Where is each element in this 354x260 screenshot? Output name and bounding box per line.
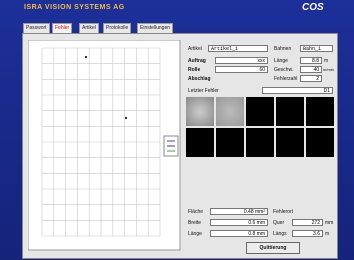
button[interactable]: Quittierung — [246, 242, 300, 254]
plot — [28, 40, 182, 252]
unit: mm — [325, 220, 333, 226]
defect-image[interactable] — [216, 97, 244, 126]
defect-image[interactable] — [306, 128, 334, 157]
defect-image[interactable] — [186, 128, 214, 157]
unit: m — [324, 58, 328, 64]
label: Fläche — [188, 209, 203, 215]
defect-point[interactable] — [85, 56, 87, 58]
label: Bahnen — [274, 46, 291, 52]
label: Geschw. — [274, 67, 293, 73]
defect-image[interactable] — [246, 128, 274, 157]
label: Rolle — [188, 67, 200, 73]
input[interactable]: 272 — [292, 219, 323, 226]
tab[interactable]: Passwort — [23, 23, 50, 33]
label: Längs — [273, 231, 287, 237]
input[interactable]: 40 — [300, 66, 322, 73]
label: Breite — [188, 220, 201, 226]
logo: COS — [302, 2, 324, 13]
defect-image[interactable] — [246, 97, 274, 126]
select[interactable]: Bahn_1 — [300, 45, 333, 52]
input[interactable]: 2 — [300, 75, 322, 82]
defect-image[interactable] — [216, 128, 244, 157]
input[interactable]: 0.6 mm — [210, 219, 268, 226]
label: Abschlag — [188, 76, 211, 82]
unit: m/min — [323, 67, 334, 72]
defect-image[interactable] — [186, 97, 214, 126]
input[interactable]: 8.8 — [300, 57, 322, 64]
screen: {"header":{"company":"ISRA VISION SYSTEM… — [0, 0, 354, 260]
plot-frame — [28, 40, 180, 250]
input[interactable]: 0.48 mm² — [210, 208, 268, 215]
label: Länge — [274, 58, 288, 64]
input[interactable]: 60 — [215, 66, 268, 73]
label: Fehlerzahl — [274, 76, 297, 82]
input[interactable]: D1 — [262, 87, 333, 94]
defect-point[interactable] — [125, 117, 127, 119]
tab[interactable]: Einstellungen — [137, 23, 173, 33]
label: Artikel — [188, 46, 202, 52]
defect-image[interactable] — [276, 128, 304, 157]
company-name: ISRA VISION SYSTEMS AG — [24, 4, 125, 11]
label: Fehlerort — [273, 209, 293, 215]
select[interactable]: Artikel_1 — [208, 45, 268, 52]
input[interactable]: 3.6 — [292, 230, 323, 237]
tab[interactable]: Artikel — [79, 23, 99, 33]
input[interactable]: xxx — [215, 57, 268, 64]
label: Auftrag — [188, 58, 206, 64]
label: Quer — [273, 220, 284, 226]
unit: m — [325, 231, 329, 237]
tab-active[interactable]: Fehler — [52, 23, 72, 33]
label: Länge — [188, 231, 202, 237]
label: Letzter Fehler — [188, 88, 219, 94]
tab[interactable]: Protokolle — [103, 23, 131, 33]
input[interactable]: 0.8 mm — [210, 230, 268, 237]
defect-image[interactable] — [276, 97, 304, 126]
defect-image[interactable] — [306, 97, 334, 126]
